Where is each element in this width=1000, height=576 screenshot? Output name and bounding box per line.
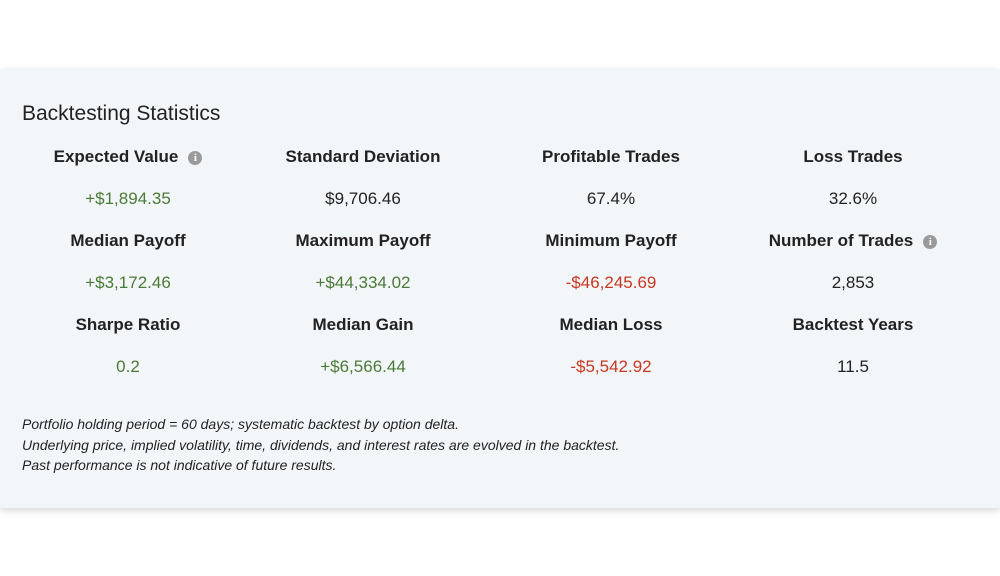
stat-label: Median Gain — [312, 315, 414, 334]
stat-label: Loss Trades — [803, 147, 903, 166]
stat-label-cell: Maximum Payoff — [243, 231, 483, 251]
stat-label-cell: Expected Value i — [8, 147, 248, 167]
stat-label-cell: Number of Trades i — [733, 231, 973, 251]
stat-label-cell: Profitable Trades — [491, 147, 731, 167]
stat-label-cell: Median Loss — [491, 315, 731, 335]
stat-label-cell: Standard Deviation — [243, 147, 483, 167]
stat-value: 11.5 — [837, 357, 869, 376]
stat-value: 67.4% — [586, 189, 636, 208]
stat-label: Profitable Trades — [542, 147, 680, 166]
footnote: Underlying price, implied volatility, ti… — [22, 436, 620, 453]
stat-value: +$1,894.35 — [85, 189, 171, 208]
stat-value: +$3,172.46 — [85, 273, 171, 292]
stat-label: Median Loss — [559, 315, 663, 334]
stats-card: Backtesting Statistics Portfolio holding… — [0, 70, 1000, 508]
stat-label: Median Payoff — [70, 231, 186, 250]
stat-label: Expected Value — [53, 147, 179, 166]
stat-value: -$5,542.92 — [570, 357, 652, 376]
stat-label-cell: Median Payoff — [8, 231, 248, 251]
stat-label-cell: Minimum Payoff — [491, 231, 731, 251]
stat-label: Minimum Payoff — [545, 231, 677, 250]
stat-value: +$6,566.44 — [320, 357, 406, 376]
stat-value: 0.2 — [116, 357, 140, 376]
stat-value: -$46,245.69 — [565, 273, 657, 292]
stat-value: 2,853 — [831, 273, 875, 292]
stat-label: Backtest Years — [792, 315, 914, 334]
stat-label-cell: Sharpe Ratio — [8, 315, 248, 335]
card-title: Backtesting Statistics — [22, 102, 221, 125]
info-icon[interactable]: i — [923, 235, 938, 249]
stat-value: 32.6% — [828, 189, 878, 208]
stat-value: $9,706.46 — [325, 189, 401, 208]
stat-value: +$44,334.02 — [315, 273, 411, 292]
footnote: Past performance is not indicative of fu… — [22, 457, 337, 473]
stat-label-cell: Backtest Years — [733, 315, 973, 335]
stat-label-cell: Loss Trades — [733, 147, 973, 167]
info-icon[interactable]: i — [188, 151, 203, 165]
stat-label: Standard Deviation — [285, 147, 441, 166]
footnotes: Portfolio holding period = 60 days; syst… — [22, 414, 619, 476]
stat-label: Sharpe Ratio — [75, 315, 181, 334]
stat-label-cell: Median Gain — [243, 315, 483, 335]
footnote: Portfolio holding period = 60 days; syst… — [22, 416, 459, 432]
stat-label: Maximum Payoff — [295, 231, 431, 250]
stat-label: Number of Trades — [768, 231, 914, 250]
